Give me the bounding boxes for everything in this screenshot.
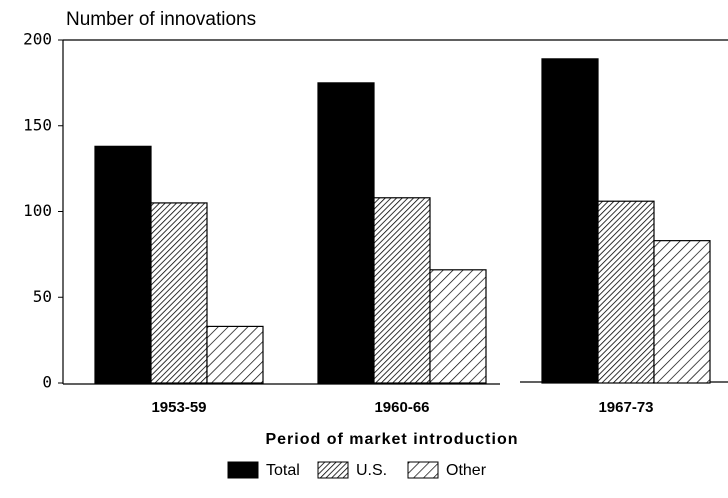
y-tick-label: 200 xyxy=(23,30,52,49)
y-tick-label: 150 xyxy=(23,115,52,134)
bar xyxy=(206,325,264,384)
y-tick-label: 0 xyxy=(42,373,52,392)
x-tick-label: 1960-66 xyxy=(374,399,429,416)
y-tick-label: 100 xyxy=(23,201,52,220)
legend-label: U.S. xyxy=(356,462,387,479)
y-tick-label: 50 xyxy=(33,287,52,306)
bar xyxy=(541,58,599,384)
legend-label: Total xyxy=(266,462,300,479)
bar xyxy=(94,145,152,384)
legend-swatch xyxy=(227,461,259,479)
chart-title: Number of innovations xyxy=(66,9,256,30)
bar xyxy=(429,269,487,384)
legend-label: Other xyxy=(446,462,487,479)
bar xyxy=(317,82,375,384)
x-axis-title: Period of market introduction xyxy=(265,431,518,448)
x-tick-label: 1953-59 xyxy=(151,399,206,416)
x-tick-label: 1967-73 xyxy=(598,399,653,416)
legend-swatch xyxy=(407,461,439,479)
bar xyxy=(653,240,711,384)
legend-swatch xyxy=(317,461,349,479)
bar xyxy=(597,200,655,384)
bar xyxy=(150,202,208,384)
bar xyxy=(373,197,431,384)
